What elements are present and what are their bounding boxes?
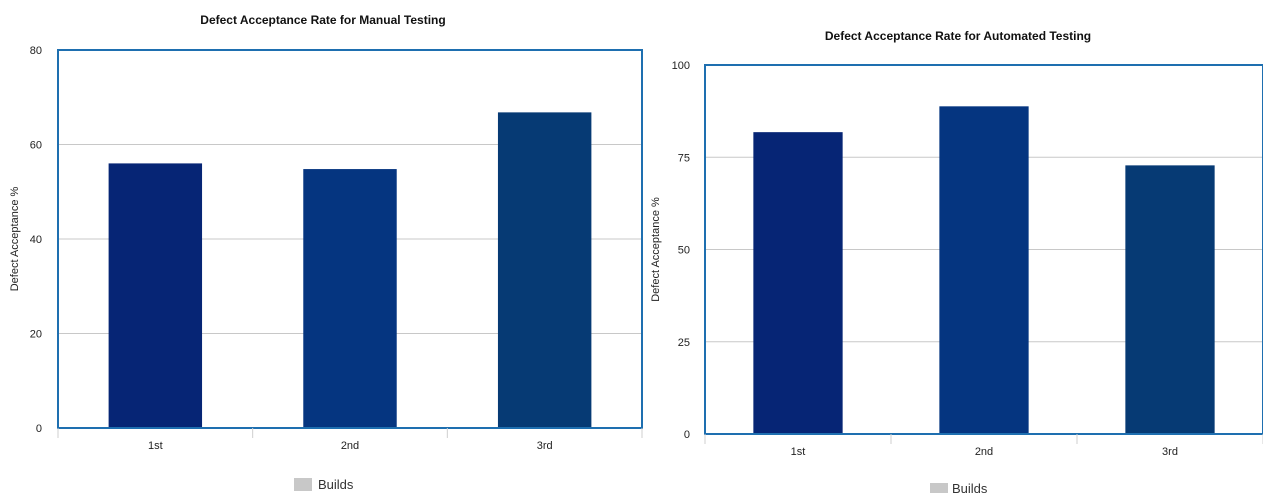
- chart2-ytick-label: 75: [678, 152, 690, 164]
- chart2-xtick-label: 1st: [791, 446, 806, 458]
- chart1-bar-1st: [108, 163, 203, 428]
- chart2-bar-3rd: [1125, 165, 1215, 435]
- chart1-ytick-label: 20: [30, 329, 42, 341]
- chart2-ylabel: Defect Acceptance %: [650, 197, 662, 302]
- chart1-plot-frame: [57, 49, 643, 429]
- chart2-xtick-label: 3rd: [1162, 446, 1178, 458]
- chart2-bar-1st: [753, 132, 843, 434]
- chart1-bar-3rd: [497, 112, 592, 429]
- chart1-legend-label: Builds: [318, 477, 354, 492]
- chart1-xtick-label: 3rd: [537, 440, 553, 452]
- chart2-ytick-label: 25: [678, 337, 690, 349]
- chart1-bar-2nd: [303, 169, 397, 428]
- chart2-ytick-label: 100: [672, 60, 690, 72]
- chart2-ytick-label: 0: [684, 429, 690, 441]
- chart1-ylabel: Defect Acceptance %: [9, 187, 21, 292]
- chart1-ytick-label: 0: [36, 423, 42, 435]
- chart2-title: Defect Acceptance Rate for Automated Tes…: [825, 29, 1091, 43]
- chart2-ytick-label: 50: [678, 245, 690, 257]
- chart1-ytick-label: 40: [30, 234, 42, 246]
- chart1-legend-swatch: [294, 478, 312, 491]
- chart2-legend-swatch: [930, 483, 948, 493]
- chart1-ytick-label: 80: [30, 45, 42, 57]
- chart1-title: Defect Acceptance Rate for Manual Testin…: [200, 13, 445, 27]
- chart2-bar-2nd: [939, 106, 1029, 434]
- chart1-xtick-label: 2nd: [341, 440, 359, 452]
- chart1-ytick-label: 60: [30, 140, 42, 152]
- chart2-xtick-label: 2nd: [975, 446, 993, 458]
- chart2-plot-frame: [704, 64, 1263, 435]
- chart2-legend-label: Builds: [952, 481, 988, 493]
- chart1-xtick-label: 1st: [148, 440, 163, 452]
